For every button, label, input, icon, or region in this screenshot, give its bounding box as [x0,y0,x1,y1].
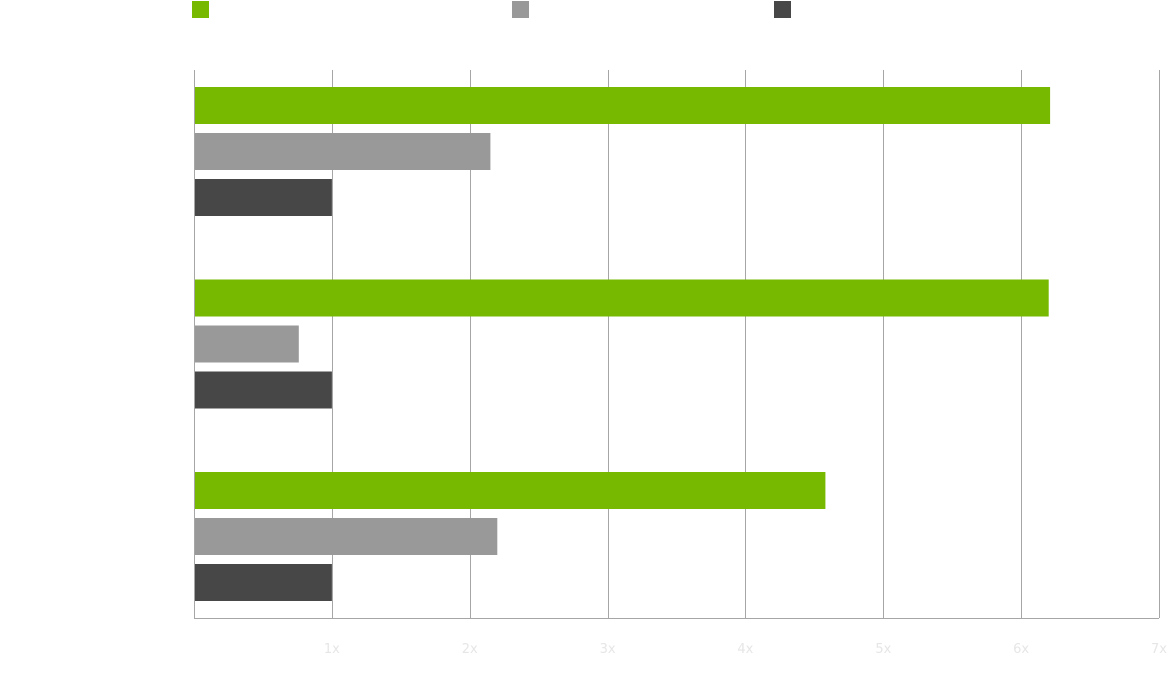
bar-group1-series1 [194,87,1051,124]
bar-group-2 [194,279,1049,409]
legend-item-3 [774,1,791,18]
legend-item-2 [512,1,529,18]
bar-group2-series2 [194,325,299,363]
x-tick-label-6x: 6x [1013,642,1029,657]
bar-group3-series1 [194,472,826,509]
bar-group-1 [194,87,1051,216]
bars [194,87,1051,601]
legend-swatch-2 [512,1,529,18]
bar-group1-series3 [194,179,332,216]
legend [192,1,791,18]
x-tick-label-2x: 2x [462,642,478,657]
x-tick-label-5x: 5x [875,642,891,657]
legend-item-1 [192,1,209,18]
x-axis: 1x 2x 3x 4x 5x 6x 7x [194,70,1167,657]
bar-group1-series2 [194,133,491,170]
bar-group2-series3 [194,371,332,409]
bar-group-3 [194,472,826,601]
x-tick-label-3x: 3x [600,642,616,657]
bar-group2-series1 [194,279,1049,317]
x-tick-label-7x: 7x [1151,642,1167,657]
legend-swatch-3 [774,1,791,18]
x-tick-label-1x: 1x [324,642,340,657]
legend-swatch-1 [192,1,209,18]
x-tick-label-4x: 4x [737,642,753,657]
bar-group3-series2 [194,518,498,555]
bar-group3-series3 [194,564,332,601]
